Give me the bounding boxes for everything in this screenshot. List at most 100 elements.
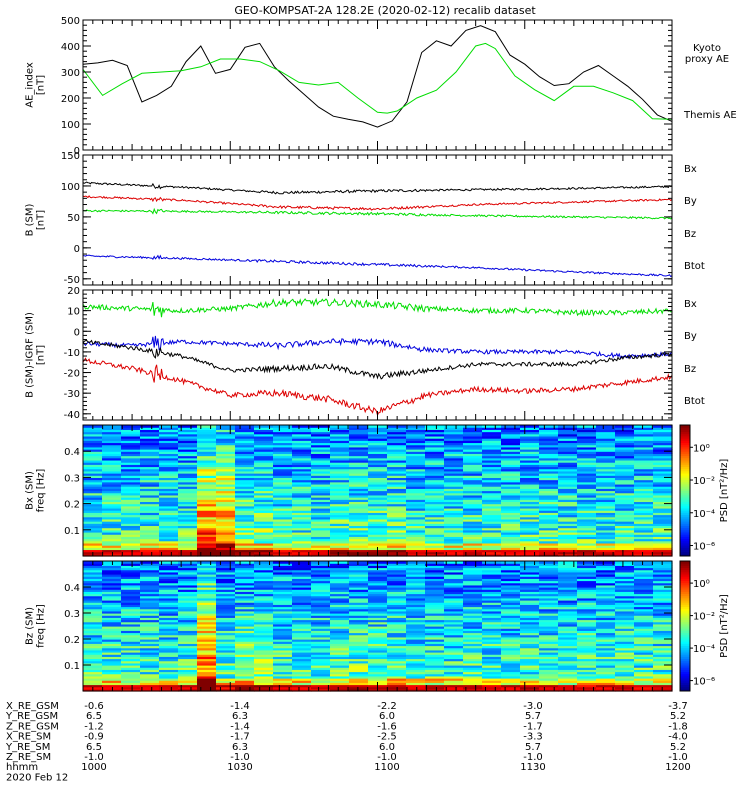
heatmap-cell <box>634 457 654 461</box>
heatmap-cell <box>159 688 179 692</box>
heatmap-cell <box>425 602 445 605</box>
heatmap-cell <box>159 459 179 463</box>
heatmap-cell <box>235 518 255 522</box>
heatmap-cell <box>159 563 179 566</box>
heatmap-cell <box>653 501 673 505</box>
heatmap-cell <box>140 617 160 621</box>
heatmap-cell <box>463 446 483 450</box>
heatmap-cell <box>102 684 122 688</box>
heatmap-cell <box>615 494 635 498</box>
heatmap-cell <box>330 449 350 452</box>
heatmap-cell <box>368 488 388 492</box>
heatmap-cell <box>558 438 578 441</box>
heatmap-cell <box>159 538 179 542</box>
heatmap-cell <box>558 643 578 647</box>
heatmap-cell <box>292 682 312 686</box>
heatmap-cell <box>121 518 141 522</box>
heatmap-cell <box>254 619 274 623</box>
heatmap-cell <box>216 658 236 662</box>
heatmap-cell <box>83 490 103 494</box>
heatmap-cell <box>406 578 426 582</box>
heatmap-cell <box>577 630 597 634</box>
heatmap-cell <box>501 451 521 454</box>
heatmap-cell <box>615 593 635 597</box>
heatmap-cell <box>349 630 369 634</box>
heatmap-cell <box>558 647 578 651</box>
heatmap-cell <box>254 470 274 474</box>
heatmap-cell <box>349 512 369 516</box>
heatmap-cell <box>615 542 635 546</box>
heatmap-cell <box>83 462 103 465</box>
heatmap-cell <box>178 442 198 446</box>
heatmap-cell <box>197 444 217 448</box>
heatmap-cell <box>444 529 464 533</box>
heatmap-cell <box>216 580 236 584</box>
heatmap-cell <box>615 477 635 481</box>
heatmap-cell <box>425 453 445 457</box>
heatmap-cell <box>83 632 103 636</box>
heatmap-cell <box>596 473 616 476</box>
heatmap-column <box>83 561 103 692</box>
heatmap-cell <box>634 569 654 573</box>
heatmap-cell <box>273 602 293 605</box>
heatmap-cell <box>444 673 464 677</box>
heatmap-cell <box>273 658 293 662</box>
heatmap-cell <box>197 630 217 634</box>
heatmap-cell <box>83 591 103 595</box>
heatmap-cell <box>653 673 673 677</box>
heatmap-cell <box>482 641 502 644</box>
heatmap-cell <box>463 610 483 614</box>
heatmap-cell <box>216 551 236 555</box>
heatmap-cell <box>463 658 483 662</box>
heatmap-cell <box>539 686 559 690</box>
heatmap-cell <box>216 628 236 631</box>
heatmap-cell <box>197 466 217 470</box>
heatmap-cell <box>425 563 445 566</box>
heatmap-cell <box>311 475 331 478</box>
heatmap-cell <box>501 662 521 666</box>
heatmap-cell <box>444 490 464 494</box>
heatmap-cell <box>235 457 255 461</box>
heatmap-cell <box>444 549 464 553</box>
heatmap-cell <box>178 665 198 668</box>
heatmap-cell <box>425 510 445 513</box>
heatmap-cell <box>653 490 673 494</box>
heatmap-cell <box>254 553 274 557</box>
heatmap-cell <box>539 580 559 584</box>
heatmap-cell <box>520 475 540 478</box>
heatmap-cell <box>653 503 673 507</box>
heatmap-cell <box>444 525 464 529</box>
heatmap-cell <box>216 540 236 544</box>
heatmap-cell <box>501 510 521 513</box>
heatmap-cell <box>311 468 331 472</box>
heatmap-cell <box>368 600 388 603</box>
heatmap-cell <box>159 571 179 575</box>
heatmap-cell <box>102 565 122 569</box>
heatmap-cell <box>444 455 464 459</box>
heatmap-cell <box>273 660 293 664</box>
heatmap-cell <box>102 516 122 520</box>
heatmap-cell <box>482 669 502 673</box>
heatmap-cell <box>102 600 122 603</box>
heatmap-cell <box>596 569 616 573</box>
heatmap-cell <box>178 671 198 675</box>
heatmap-cell <box>235 669 255 673</box>
heatmap-cell <box>577 442 597 446</box>
heatmap-cell <box>197 499 217 503</box>
heatmap-cell <box>311 534 331 537</box>
heatmap-cell <box>273 490 293 494</box>
heatmap-cell <box>577 602 597 605</box>
heatmap-cell <box>406 613 426 616</box>
heatmap-cell <box>178 497 198 500</box>
heatmap-cell <box>501 563 521 566</box>
heatmap-cell <box>596 678 616 681</box>
heatmap-cell <box>501 621 521 625</box>
heatmap-cell <box>235 647 255 651</box>
heatmap-cell <box>159 490 179 494</box>
heatmap-cell <box>140 529 160 533</box>
colorbar-step <box>680 538 690 542</box>
heatmap-cell <box>83 542 103 546</box>
heatmap-cell <box>311 473 331 476</box>
heatmap-cell <box>197 514 217 518</box>
heatmap-cell <box>558 563 578 566</box>
